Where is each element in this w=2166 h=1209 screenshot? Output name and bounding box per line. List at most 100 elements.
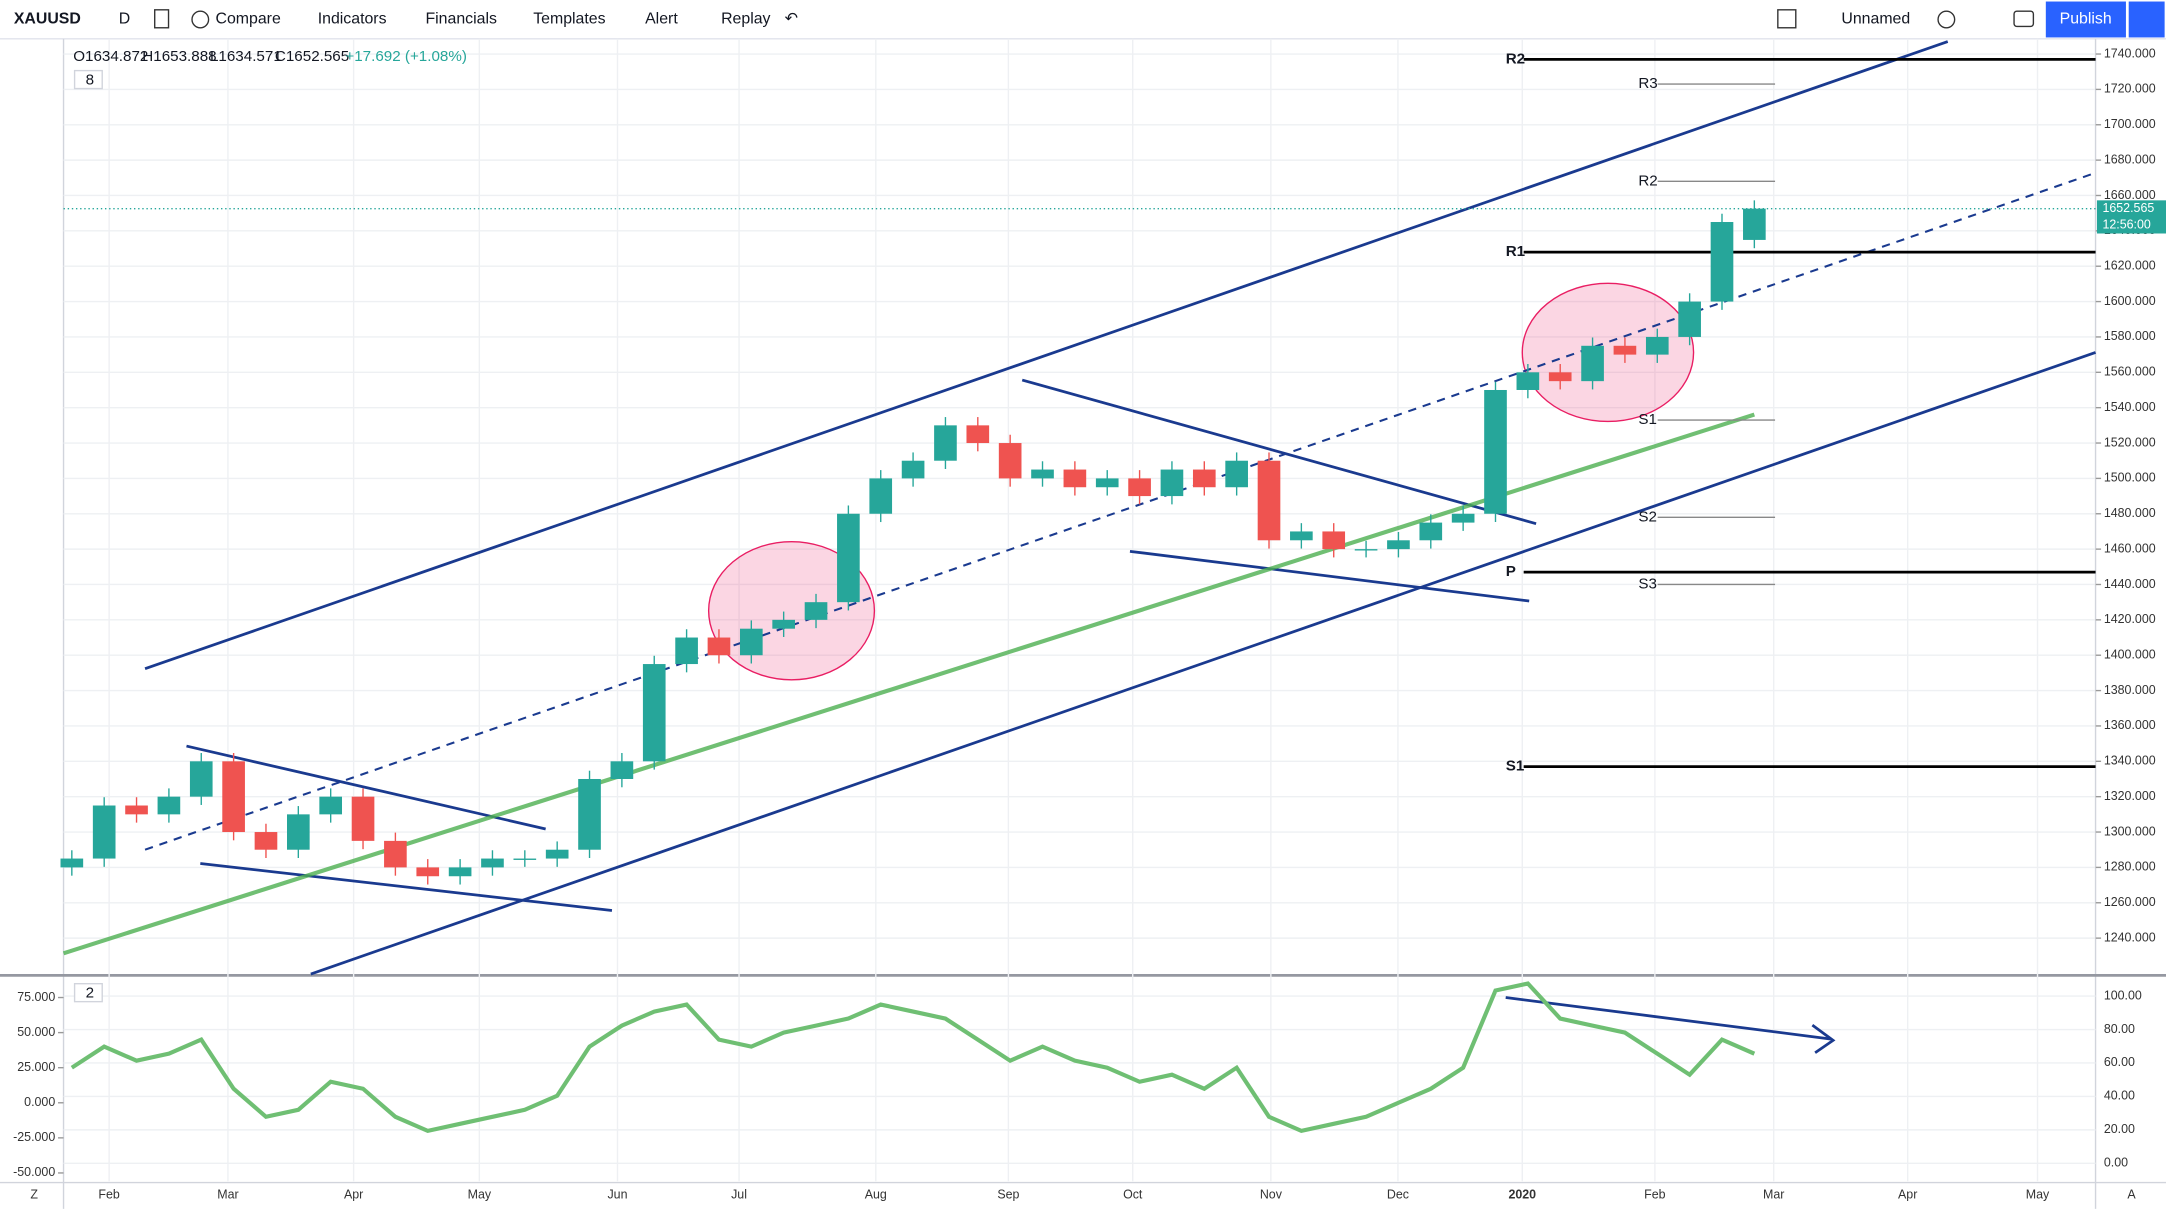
candle-body [1160,469,1184,497]
candle-body [934,425,957,461]
pivot-label: R2 [1506,50,1525,67]
countdown-label: 12:56:00 [2102,217,2150,231]
price-tick-label: 1680.000 [2104,152,2156,166]
candle-body [1322,531,1346,550]
candle-body [448,867,472,877]
candle-body [998,443,1022,479]
pivot-label: S1 [1506,758,1525,775]
time-tick-label: May [2026,1187,2050,1201]
price-badge [2096,200,2166,234]
candle-body [707,637,731,656]
candle-body [610,761,634,779]
symbol[interactable]: XAUUSD [14,11,81,28]
alert[interactable]: Alert [645,11,678,28]
osc-tick-label: -50.000 [13,1165,55,1179]
arrow-head [1811,1024,1836,1054]
pivot-label: R2 [1638,172,1657,189]
pivot-label: S2 [1638,508,1657,525]
price-tick-label: 1240.000 [2104,930,2156,944]
price-tick-label: 1480.000 [2104,506,2156,520]
candle-body [1031,469,1054,479]
candle-body [222,761,245,833]
oscillator-trend-line [1505,996,1831,1041]
candle-body [1387,540,1410,550]
candle-body [1645,336,1669,355]
candle-body [739,628,763,656]
channel-lower [310,351,2097,976]
replay[interactable]: Replay [721,11,770,28]
time-tick-label: Apr [344,1187,363,1201]
compare[interactable]: Compare [215,11,280,28]
candle-body [772,619,795,629]
fullscreen-box[interactable] [1777,9,1797,29]
price-tick-label: 1280.000 [2104,860,2156,874]
price-tick-label: 1360.000 [2104,718,2156,732]
corner-right[interactable]: A [2127,1187,2136,1201]
indicator-count[interactable]: 8 [86,71,94,88]
price-tick-label: 1420.000 [2104,612,2156,626]
candle-body [675,637,698,665]
price-tick-label: 1620.000 [2104,258,2156,272]
time-tick-label: Sep [997,1187,1019,1201]
candle-body [1257,460,1281,541]
candle-body [60,858,84,868]
chart-style-icon[interactable] [154,9,170,29]
legend-low: L1634.571 [210,48,282,65]
moving-average [62,412,1755,956]
compare-icon[interactable] [191,10,210,29]
price-tick-label: 1600.000 [2104,294,2156,308]
indicator-count[interactable]: 2 [86,984,94,1001]
legend-change: +17.692 (+1.08%) [345,48,467,65]
legend-close: C1652.565 [275,48,349,65]
highlight-ellipse [1521,282,1695,423]
corner-left[interactable]: Z [30,1187,38,1201]
candle-body [1484,389,1507,514]
publish-label[interactable]: Publish [2060,11,2112,28]
time-tick-label: Jun [607,1187,627,1201]
trend-line [186,744,546,831]
osc-tick-label: 75.000 [17,990,55,1004]
financials[interactable]: Financials [425,11,497,28]
price-tick-label: 1720.000 [2104,82,2156,96]
grid: 1240.000 1260.000 1280.000 1300.000 1320.000… [13,38,2156,1201]
publish-button[interactable] [2045,1,2126,38]
osc-tick-label: 0.000 [24,1095,55,1109]
osc-tick-label: 25.000 [17,1060,55,1074]
price-tick-label: 1300.000 [2104,824,2156,838]
undo[interactable]: ↶ [785,11,798,28]
settings-icon[interactable] [1937,10,1956,29]
osc-tick-label-right: 60.00 [2104,1055,2135,1069]
candle-body [545,849,569,859]
pivot-label: P [1506,563,1516,580]
snapshot-icon[interactable] [2013,10,2035,28]
candle-body [189,761,213,797]
candle-body [1225,460,1248,488]
indicators[interactable]: Indicators [318,11,387,28]
price-tick-label: 1660.000 [2104,188,2156,202]
pivot-label: S1 [1638,411,1657,428]
candle-body [1128,478,1151,497]
collapse-box[interactable] [73,982,103,1003]
candle-body [966,425,990,444]
candle-body [125,805,148,815]
price-tick-label: 1740.000 [2104,46,2156,60]
channel-upper [144,40,1949,671]
price-tick-label: 1340.000 [2104,754,2156,768]
templates[interactable]: Templates [533,11,605,28]
pivot-label: R3 [1638,75,1657,92]
price-tick-label: 1560.000 [2104,365,2156,379]
interval[interactable]: D [119,11,130,28]
time-tick-label: Nov [1260,1187,1283,1201]
panes [0,38,2166,1209]
candle-body [92,805,116,859]
candle-body [642,664,666,762]
time-tick-label: Apr [1898,1187,1917,1201]
legend-open: O1634.872 [73,48,148,65]
collapse-box[interactable] [73,69,103,90]
replay-play-button[interactable] [2128,1,2165,38]
layout-name[interactable]: Unnamed [1841,11,1910,28]
candle-body [837,513,860,603]
legend-high: H1653.888 [142,48,216,65]
candle-body [1095,478,1119,488]
